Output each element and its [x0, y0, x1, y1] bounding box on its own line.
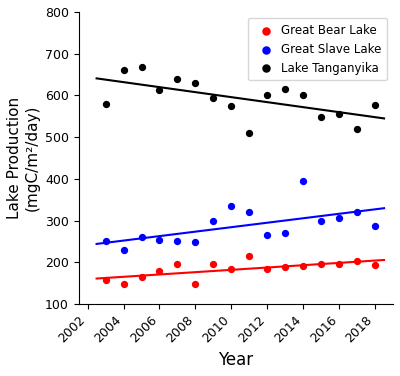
- Great Slave Lake: [120, 247, 127, 253]
- Great Bear Lake: [156, 268, 163, 274]
- Legend: Great Bear Lake, Great Slave Lake, Lake Tanganyika: Great Bear Lake, Great Slave Lake, Lake …: [248, 18, 387, 80]
- Lake Tanganyika: [138, 64, 145, 70]
- Lake Tanganyika: [210, 95, 216, 101]
- Great Slave Lake: [192, 239, 199, 245]
- Great Bear Lake: [174, 261, 181, 267]
- Great Bear Lake: [372, 262, 378, 268]
- Lake Tanganyika: [318, 114, 324, 120]
- Lake Tanganyika: [102, 101, 109, 107]
- Lake Tanganyika: [300, 92, 306, 99]
- Lake Tanganyika: [354, 126, 360, 132]
- Great Bear Lake: [354, 258, 360, 264]
- Great Slave Lake: [174, 238, 181, 244]
- X-axis label: Year: Year: [218, 351, 254, 369]
- Lake Tanganyika: [228, 103, 234, 109]
- Great Bear Lake: [282, 264, 288, 270]
- Lake Tanganyika: [336, 111, 342, 117]
- Great Slave Lake: [138, 234, 145, 240]
- Lake Tanganyika: [120, 67, 127, 73]
- Great Slave Lake: [264, 232, 270, 238]
- Great Bear Lake: [336, 261, 342, 267]
- Great Bear Lake: [120, 281, 127, 287]
- Great Bear Lake: [264, 267, 270, 273]
- Lake Tanganyika: [246, 130, 252, 136]
- Great Slave Lake: [336, 215, 342, 221]
- Great Bear Lake: [318, 261, 324, 267]
- Great Slave Lake: [372, 223, 378, 229]
- Great Slave Lake: [210, 218, 216, 224]
- Great Bear Lake: [300, 264, 306, 270]
- Great Slave Lake: [282, 230, 288, 236]
- Lake Tanganyika: [372, 102, 378, 108]
- Lake Tanganyika: [156, 87, 163, 93]
- Lake Tanganyika: [282, 86, 288, 92]
- Great Bear Lake: [192, 281, 199, 287]
- Great Bear Lake: [102, 277, 109, 283]
- Lake Tanganyika: [174, 76, 181, 82]
- Great Slave Lake: [318, 218, 324, 224]
- Great Bear Lake: [210, 261, 216, 267]
- Great Bear Lake: [228, 267, 234, 273]
- Great Slave Lake: [354, 209, 360, 215]
- Great Slave Lake: [228, 203, 234, 209]
- Y-axis label: Lake Production
(mgC/m²/day): Lake Production (mgC/m²/day): [7, 97, 39, 219]
- Great Slave Lake: [300, 178, 306, 184]
- Great Slave Lake: [156, 237, 163, 243]
- Great Slave Lake: [102, 238, 109, 244]
- Lake Tanganyika: [192, 80, 199, 86]
- Great Bear Lake: [138, 274, 145, 280]
- Lake Tanganyika: [264, 92, 270, 99]
- Great Slave Lake: [246, 209, 252, 215]
- Great Bear Lake: [246, 253, 252, 259]
